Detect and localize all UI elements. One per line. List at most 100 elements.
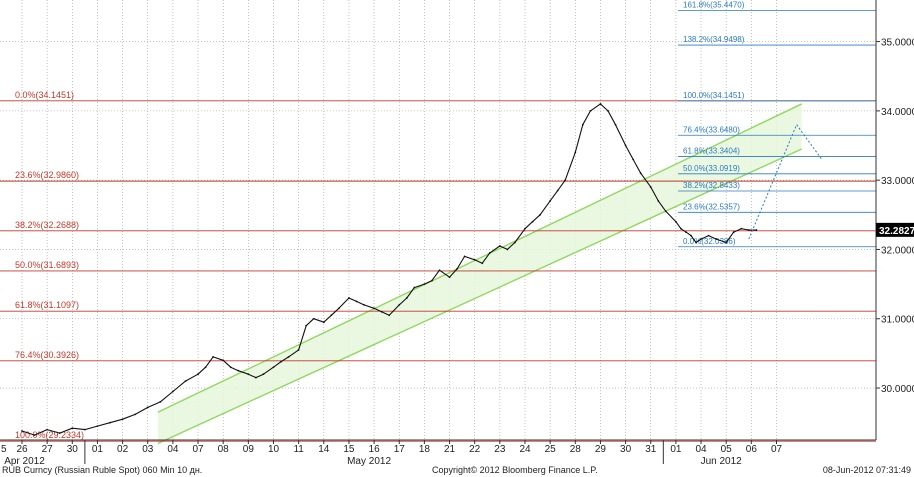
- x-tick-label: 17: [394, 444, 406, 455]
- fib-left-label: 100.0%(29.2334): [15, 430, 84, 440]
- price-point: [639, 172, 642, 175]
- price-point: [574, 151, 577, 154]
- last-price-box: [876, 222, 914, 237]
- price-point: [197, 373, 199, 376]
- price-point: [229, 366, 232, 369]
- price-point: [280, 360, 282, 363]
- projection-path: [748, 123, 823, 240]
- price-point: [287, 355, 290, 358]
- price-point: [725, 241, 728, 244]
- x-tick-label: 24: [519, 444, 531, 455]
- y-tick-label: 30.0000: [881, 384, 914, 395]
- price-point: [755, 229, 758, 231]
- x-tick-label: 10: [268, 444, 280, 455]
- price-point: [58, 432, 61, 434]
- price-point: [254, 376, 257, 379]
- price-point: [695, 241, 697, 244]
- price-point: [21, 430, 23, 432]
- x-tick-label: 28: [570, 444, 582, 455]
- price-point: [222, 359, 225, 362]
- price-point: [423, 283, 426, 285]
- y-tick-label: 33.0000: [881, 176, 914, 187]
- price-point: [473, 258, 476, 261]
- x-tick-label: 04: [167, 444, 179, 455]
- price-point: [664, 210, 667, 213]
- fibonacci-levels: 0.0%(34.1451) 23.6%(32.9860) 38.2%(32.2688…: [0, 1, 876, 442]
- price-point: [747, 229, 750, 231]
- price-point: [71, 427, 74, 430]
- price-point: [448, 276, 451, 279]
- price-point: [262, 373, 265, 376]
- y-tick-label: 32.0000: [881, 245, 914, 256]
- price-point: [431, 279, 433, 282]
- x-tick-label: 07: [192, 444, 204, 455]
- footer-timestamp-text: 08-Jun-2012 07:31:49: [823, 465, 911, 475]
- price-point: [649, 186, 652, 188]
- price-point: [348, 297, 350, 299]
- x-tick-label: 22: [469, 444, 481, 455]
- fib-right-label: 138.2%(34.9498): [683, 35, 745, 44]
- x-tick-label: 23: [494, 444, 506, 455]
- x-tick-label: 27: [42, 444, 54, 455]
- price-point: [363, 303, 365, 306]
- price-point: [83, 428, 86, 431]
- price-point: [707, 234, 710, 237]
- price-point: [498, 245, 501, 247]
- x-tick-label: 05: [721, 444, 733, 455]
- price-point: [373, 307, 375, 310]
- price-point: [247, 373, 250, 376]
- price-point: [121, 418, 124, 421]
- fib-right-label: 0.0%(32.0386): [683, 237, 736, 246]
- price-point: [614, 123, 617, 126]
- x-tick-label: 25: [545, 444, 557, 455]
- price-point: [514, 241, 516, 244]
- fib-left-label: 38.2%(32.2688): [15, 220, 79, 230]
- price-point: [556, 189, 559, 192]
- price-point: [322, 321, 325, 324]
- price-point: [624, 144, 627, 147]
- x-tick-label: 08: [218, 444, 230, 455]
- axes: 30.0000 31.0000 32.0000 33.0000 34.0000 35.00…: [0, 0, 914, 467]
- price-point: [297, 349, 300, 351]
- y-tick-label: 35.0000: [881, 38, 914, 49]
- x-tick-label: 09: [243, 444, 255, 455]
- fib-left-label: 23.6%(32.9860): [15, 170, 79, 180]
- channel-lower-line: [157, 148, 802, 445]
- price-point: [581, 123, 584, 126]
- price-point: [680, 227, 682, 230]
- fib-right-label: 76.4%(33.6480): [683, 125, 740, 134]
- x-tick-label: 18: [419, 444, 431, 455]
- footer-left-text: RUB Curncy (Russian Ruble Spot) 060 Min …: [2, 465, 202, 475]
- price-point: [657, 200, 660, 202]
- price-point: [237, 369, 240, 372]
- price-point: [109, 421, 111, 424]
- x-tick-label: 30: [620, 444, 632, 455]
- price-point: [632, 158, 635, 161]
- price-point: [700, 238, 702, 240]
- price-point: [732, 231, 735, 234]
- x-tick-label: 29: [595, 444, 607, 455]
- fib-right-label: 61.8%(33.3404): [683, 147, 740, 156]
- price-point: [159, 400, 162, 403]
- fib-left-label: 76.4%(30.3926): [15, 350, 79, 360]
- x-tick-label: 31: [645, 444, 657, 455]
- price-point: [272, 366, 275, 369]
- x-edge-label: 5: [1, 444, 7, 455]
- price-point: [488, 252, 491, 254]
- x-tick-label: 01: [92, 444, 104, 455]
- footer-copyright-text: Copyright© 2012 Bloomberg Finance L.P.: [432, 465, 598, 475]
- fib-right-label: 50.0%(33.0919): [683, 164, 740, 173]
- price-point: [33, 434, 36, 437]
- month-label: Apr 2012: [4, 456, 45, 467]
- price-point: [388, 314, 391, 317]
- gridlines: [0, 0, 876, 440]
- channel-fill: [157, 103, 802, 444]
- price-point: [355, 300, 358, 303]
- price-point: [539, 213, 541, 216]
- fib-right-label: 161.8%(35.4470): [683, 1, 745, 10]
- price-point: [549, 200, 552, 202]
- price-point: [146, 406, 149, 409]
- price-point: [690, 234, 692, 237]
